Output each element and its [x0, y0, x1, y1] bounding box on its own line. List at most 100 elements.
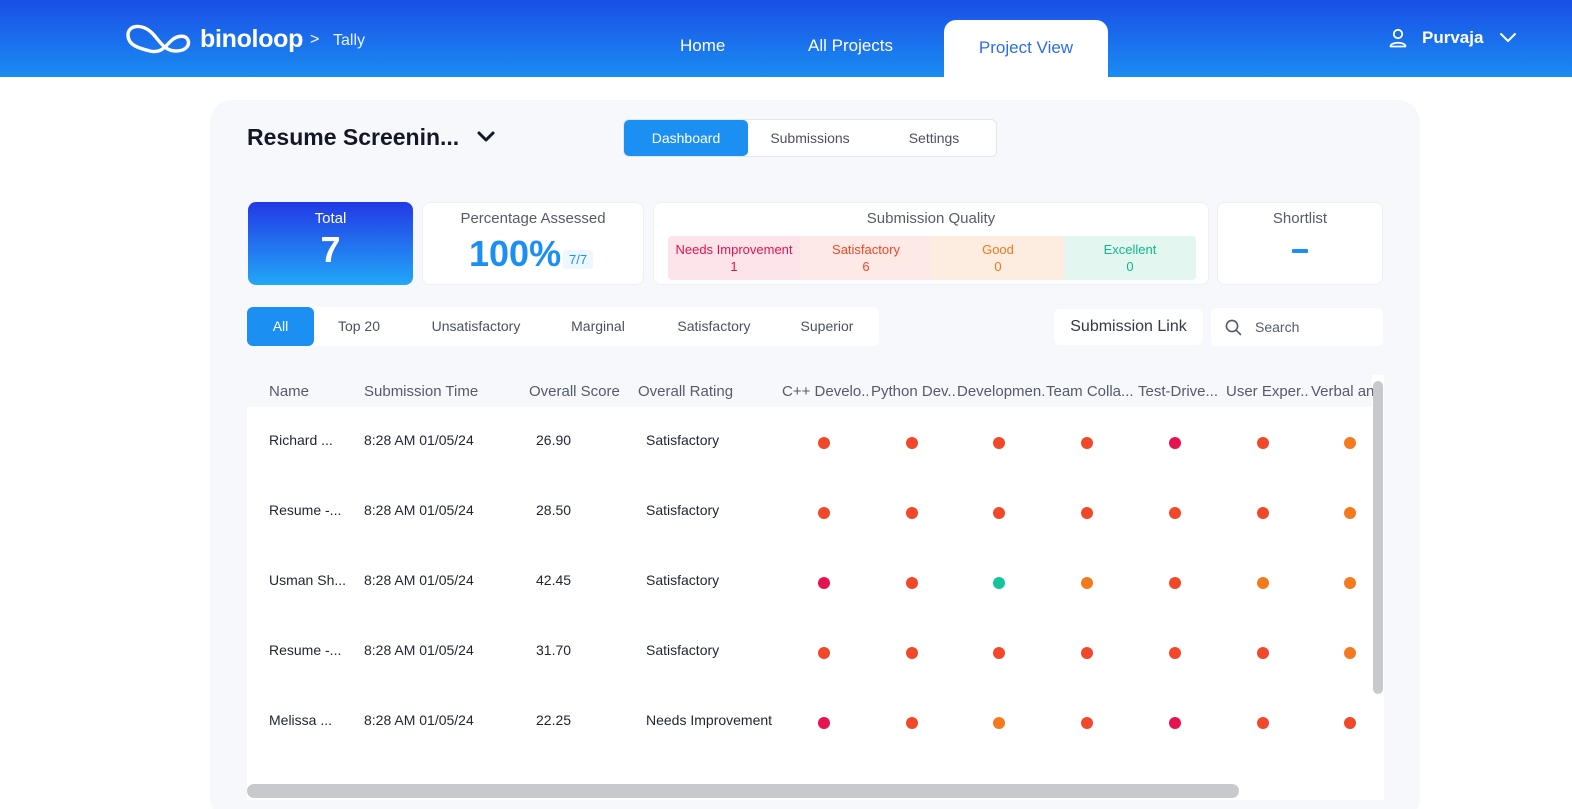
- table-row[interactable]: Usman Sh... 8:28 AM 01/05/24 42.45 Satis…: [247, 547, 1372, 617]
- skill-dot: [818, 437, 830, 449]
- cell-rating: Satisfactory: [646, 432, 720, 448]
- col-overall-score[interactable]: Overall Score: [529, 383, 620, 400]
- filter-top-20[interactable]: Top 20: [337, 318, 381, 334]
- filter-unsatisfactory[interactable]: Unsatisfactory: [431, 318, 521, 334]
- skill-dot: [1169, 437, 1181, 449]
- filter-marginal[interactable]: Marginal: [571, 318, 625, 334]
- skill-dot: [1169, 717, 1181, 729]
- skill-dot: [906, 437, 918, 449]
- nav-all-projects[interactable]: All Projects: [808, 36, 894, 55]
- cell-score: 22.25: [536, 712, 572, 728]
- skill-dot: [1344, 647, 1356, 659]
- quality-good[interactable]: Good 0: [932, 236, 1064, 280]
- table-row[interactable]: Melissa ... 8:28 AM 01/05/24 22.25 Needs…: [247, 687, 1372, 757]
- infinity-logo-icon: [126, 24, 191, 54]
- cell-score: 42.45: [536, 572, 572, 588]
- table-row[interactable]: Richard ... 8:28 AM 01/05/24 26.90 Satis…: [247, 407, 1372, 477]
- skill-dot: [1344, 577, 1356, 589]
- col-submission-time[interactable]: Submission Time: [364, 383, 479, 400]
- quality-needs-improvement[interactable]: Needs Improvement 1: [668, 236, 800, 280]
- cell-score: 31.70: [536, 642, 572, 658]
- user-name: Purvaja: [1422, 28, 1484, 47]
- breadcrumb-org[interactable]: Tally: [333, 32, 366, 49]
- col-skill-6[interactable]: User Exper...: [1226, 383, 1308, 400]
- skill-dot: [818, 507, 830, 519]
- chevron-down-icon[interactable]: [476, 129, 496, 145]
- project-tabs: Dashboard Submissions Settings: [623, 119, 997, 157]
- vertical-scrollbar[interactable]: [1373, 381, 1383, 694]
- total-card: Total 7: [248, 202, 413, 285]
- col-skill-4[interactable]: Team Colla...: [1046, 383, 1134, 400]
- skill-dot: [1081, 647, 1093, 659]
- cell-time: 8:28 AM 01/05/24: [364, 642, 474, 658]
- user-icon: [1389, 28, 1407, 48]
- submission-quality-card: Submission Quality Needs Improvement 1 S…: [653, 202, 1209, 285]
- cell-name: Usman Sh...: [269, 572, 347, 588]
- tab-dashboard[interactable]: Dashboard: [624, 120, 748, 156]
- filter-tabs: All Top 20 Unsatisfactory Marginal Satis…: [247, 307, 879, 346]
- skill-dot: [1169, 577, 1181, 589]
- filter-satisfactory[interactable]: Satisfactory: [677, 318, 751, 334]
- chevron-down-icon: [1500, 33, 1517, 42]
- shortlist-empty-value: [1292, 249, 1308, 253]
- brand-name: binoloop: [200, 24, 304, 53]
- cell-rating: Satisfactory: [646, 642, 720, 658]
- col-skill-2[interactable]: Python Dev...: [871, 383, 955, 400]
- cell-score: 28.50: [536, 502, 572, 518]
- skill-dot: [1344, 437, 1356, 449]
- cell-name: Richard ...: [269, 432, 333, 448]
- tab-settings[interactable]: Settings: [908, 130, 960, 146]
- table-row[interactable]: Resume -... 8:28 AM 01/05/24 31.70 Satis…: [247, 617, 1372, 687]
- brand-logo[interactable]: binoloop: [124, 20, 303, 58]
- quality-excellent[interactable]: Excellent 0: [1064, 236, 1196, 280]
- skill-dot: [993, 507, 1005, 519]
- submission-link-button[interactable]: Submission Link: [1054, 309, 1203, 345]
- skill-dot: [1081, 507, 1093, 519]
- cell-rating: Satisfactory: [646, 502, 720, 518]
- col-skill-3[interactable]: Developmen...: [957, 383, 1045, 400]
- table-header: Name Submission Time Overall Score Overa…: [247, 375, 1373, 407]
- horizontal-scrollbar[interactable]: [247, 784, 1239, 798]
- col-skill-5[interactable]: Test-Drive...: [1138, 383, 1219, 400]
- quality-satisfactory[interactable]: Satisfactory 6: [800, 236, 932, 280]
- percentage-value: 100%: [469, 233, 562, 274]
- nav-home[interactable]: Home: [680, 36, 726, 55]
- filter-all[interactable]: All: [247, 307, 314, 346]
- skill-dot: [818, 577, 830, 589]
- filter-superior[interactable]: Superior: [800, 318, 854, 334]
- shortlist-card: Shortlist: [1217, 202, 1383, 285]
- percentage-assessed-card: Percentage Assessed 100% 7/7: [422, 202, 644, 285]
- search-box[interactable]: [1211, 308, 1383, 346]
- col-skill-1[interactable]: C++ Develo...: [782, 383, 868, 400]
- skill-dot: [818, 647, 830, 659]
- skill-dot: [1257, 437, 1269, 449]
- shortlist-label: Shortlist: [1272, 210, 1328, 227]
- submissions-table: Name Submission Time Overall Score Overa…: [247, 375, 1384, 800]
- col-overall-rating[interactable]: Overall Rating: [638, 383, 734, 400]
- table-row[interactable]: Resume -... 8:28 AM 01/05/24 28.50 Satis…: [247, 477, 1372, 547]
- total-label: Total: [314, 210, 347, 227]
- col-name[interactable]: Name: [269, 383, 310, 400]
- skill-dot: [993, 717, 1005, 729]
- cell-time: 8:28 AM 01/05/24: [364, 712, 474, 728]
- project-title[interactable]: Resume Screenin...: [247, 124, 460, 150]
- search-input[interactable]: [1255, 317, 1375, 337]
- percentage-label: Percentage Assessed: [460, 210, 606, 227]
- nav-project-view[interactable]: Project View: [944, 20, 1108, 77]
- top-navigation-bar: binoloop > Tally Home All Projects Proje…: [0, 0, 1572, 77]
- skill-dot: [1344, 717, 1356, 729]
- skill-dot: [1081, 577, 1093, 589]
- cell-time: 8:28 AM 01/05/24: [364, 502, 474, 518]
- user-menu[interactable]: Purvaja: [1388, 28, 1517, 48]
- tab-submissions[interactable]: Submissions: [770, 130, 850, 146]
- col-skill-7[interactable]: Verbal an: [1311, 383, 1373, 400]
- skill-dot: [1344, 507, 1356, 519]
- quality-label: Submission Quality: [866, 210, 996, 227]
- cell-name: Resume -...: [269, 642, 342, 658]
- skill-dot: [1257, 577, 1269, 589]
- skill-dot: [993, 647, 1005, 659]
- skill-dot: [993, 437, 1005, 449]
- cell-rating: Satisfactory: [646, 572, 720, 588]
- skill-dot: [1257, 507, 1269, 519]
- skill-dot: [1257, 717, 1269, 729]
